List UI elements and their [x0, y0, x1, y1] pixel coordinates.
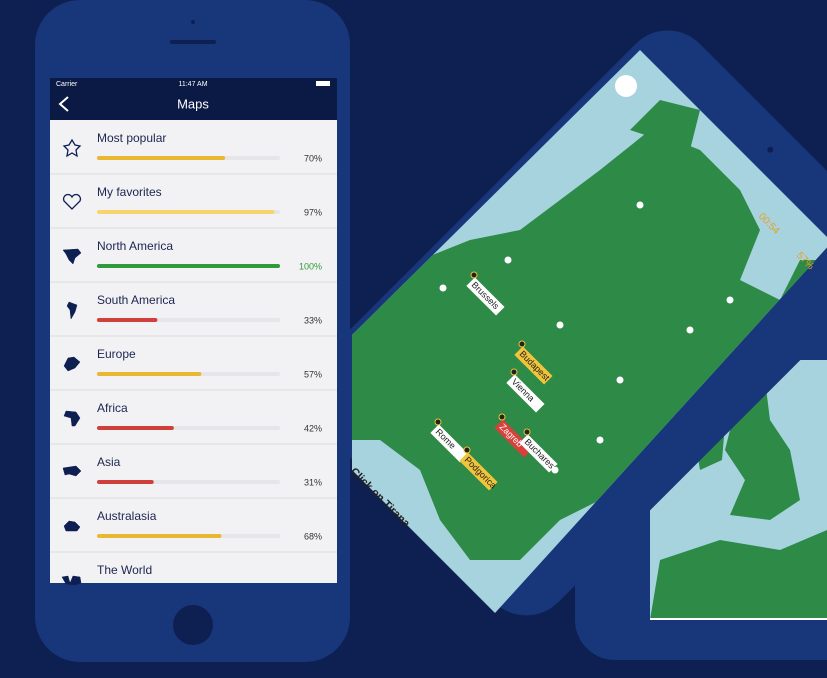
progress-label: 31%	[304, 477, 322, 487]
row-title: The World	[97, 563, 152, 577]
row-icon	[62, 248, 82, 265]
city-dot	[439, 284, 447, 292]
row-icon	[63, 410, 81, 427]
clock: 11:47 AM	[178, 81, 207, 88]
row-icon	[66, 301, 78, 320]
label-bg	[519, 434, 558, 473]
label-bg	[430, 424, 469, 463]
city-dot	[523, 428, 531, 436]
row-title: North America	[97, 239, 173, 253]
row-title: Australasia	[97, 509, 157, 523]
label-bg	[506, 374, 545, 413]
progress-label: 57%	[304, 369, 322, 379]
row-title: Europe	[97, 347, 136, 361]
progress-bar	[97, 210, 275, 214]
progress-label: 97%	[304, 207, 322, 217]
row-icon	[63, 356, 81, 372]
progress-bar	[97, 264, 280, 268]
progress-bar	[97, 156, 226, 160]
camera	[191, 20, 195, 24]
city-dot	[556, 321, 564, 329]
camera	[767, 146, 774, 153]
list-row[interactable]: Europe 57%	[50, 335, 337, 379]
city-dot	[498, 413, 506, 421]
city-dot	[551, 466, 559, 474]
back-button[interactable]	[58, 96, 69, 112]
carrier: Carrier	[56, 81, 78, 88]
label-bg	[466, 277, 505, 316]
row-title: South America	[97, 293, 175, 307]
city-dot	[686, 326, 694, 334]
progress-label: 68%	[304, 531, 322, 541]
battery	[316, 81, 330, 86]
city-dot	[510, 368, 518, 376]
city-dot	[470, 271, 478, 279]
row-icon	[62, 193, 82, 210]
progress-label: 42%	[304, 423, 322, 433]
row-icon	[62, 138, 82, 158]
row-title: Africa	[97, 401, 128, 415]
progress-bar	[97, 318, 158, 322]
list-row[interactable]: South America 33%	[50, 281, 337, 325]
progress-bar	[97, 372, 202, 376]
city-dot	[463, 446, 471, 454]
list-row[interactable]: North America 100%	[50, 227, 337, 271]
label-bg	[459, 452, 498, 491]
label-bg	[514, 346, 553, 385]
nav-bar	[50, 78, 337, 120]
city-dot	[726, 296, 734, 304]
city-dot	[434, 418, 442, 426]
city-dot	[636, 201, 644, 209]
label-bg	[494, 419, 533, 458]
city-dot	[504, 256, 512, 264]
back-button[interactable]	[615, 75, 637, 97]
row-title: Asia	[97, 455, 121, 469]
progress-label: 70%	[304, 153, 322, 163]
row-icon	[62, 465, 82, 477]
list-row[interactable]: The World	[50, 551, 337, 586]
list-row[interactable]: Australasia 68%	[50, 497, 337, 541]
nav-title: Maps	[177, 96, 209, 111]
city-dot	[616, 376, 624, 384]
list-row[interactable]: My favorites 97%	[50, 173, 337, 217]
progress-label: 100%	[299, 261, 322, 271]
screen	[50, 78, 337, 583]
row-title: Most popular	[97, 131, 166, 145]
home-button[interactable]	[173, 605, 213, 645]
list-row[interactable]: Asia 31%	[50, 443, 337, 487]
list-row[interactable]: Africa 42%	[50, 389, 337, 433]
city-dot	[518, 340, 526, 348]
progress-label: 33%	[304, 315, 322, 325]
progress-bar	[97, 426, 174, 430]
speaker	[170, 40, 216, 44]
progress-bar	[97, 534, 222, 538]
city-dot	[596, 436, 604, 444]
row-icon	[61, 575, 82, 586]
row-icon	[63, 520, 81, 532]
list-row[interactable]: Most popular 70%	[62, 131, 322, 163]
row-title: My favorites	[97, 185, 162, 199]
progress-bar	[97, 480, 154, 484]
